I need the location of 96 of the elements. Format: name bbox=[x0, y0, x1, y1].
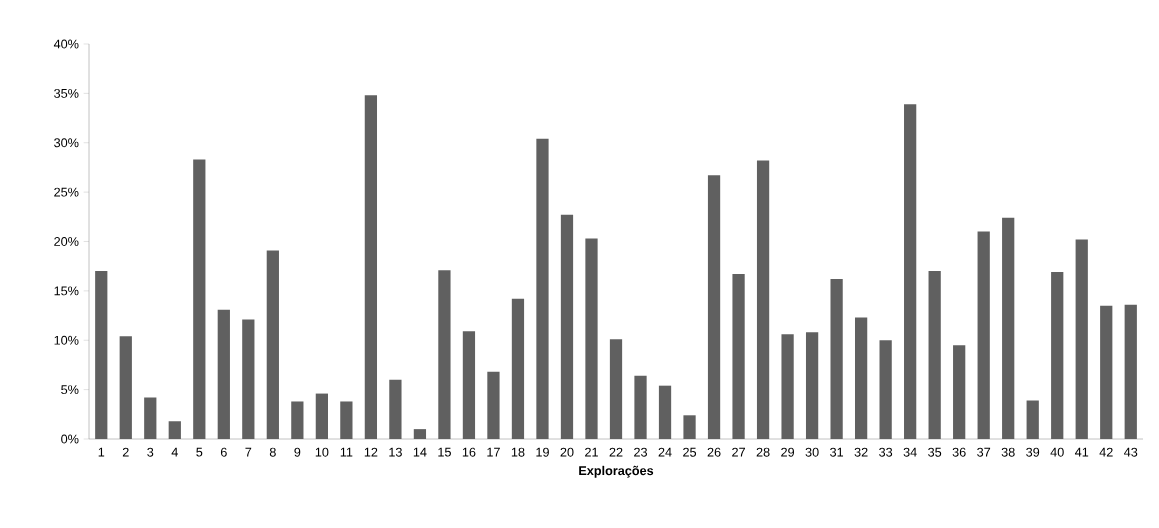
x-tick-label: 37 bbox=[977, 447, 991, 457]
bar bbox=[413, 429, 427, 439]
bar bbox=[193, 159, 206, 439]
x-tick-label: 30 bbox=[805, 447, 819, 457]
bar bbox=[855, 317, 868, 439]
x-tick-label: 22 bbox=[609, 447, 623, 457]
bar bbox=[928, 271, 941, 439]
bar bbox=[781, 334, 794, 439]
x-tick-label: 13 bbox=[389, 447, 402, 457]
bar bbox=[1100, 305, 1113, 439]
x-tick-label: 26 bbox=[707, 447, 721, 457]
x-tick-label: 17 bbox=[487, 447, 500, 457]
y-tick-label: 35% bbox=[54, 88, 79, 98]
bar bbox=[364, 95, 378, 439]
bar bbox=[879, 340, 892, 439]
bar bbox=[683, 415, 696, 439]
x-tick-label: 25 bbox=[683, 447, 697, 457]
y-tick-label: 5% bbox=[61, 385, 79, 395]
y-tick-label: 25% bbox=[54, 187, 79, 197]
x-tick-label: 4 bbox=[171, 447, 178, 457]
bar bbox=[462, 331, 476, 439]
bar bbox=[707, 175, 721, 439]
x-tick-label: 11 bbox=[340, 447, 353, 457]
x-tick-label: 19 bbox=[536, 447, 549, 457]
x-tick-label: 2 bbox=[122, 447, 129, 457]
bar bbox=[1026, 400, 1039, 439]
bar bbox=[953, 345, 966, 439]
y-tick-label: 30% bbox=[54, 138, 79, 148]
x-tick-label: 16 bbox=[462, 447, 476, 457]
x-tick-label: 12 bbox=[364, 447, 378, 457]
x-tick-label: 41 bbox=[1074, 447, 1089, 457]
bar bbox=[1124, 304, 1137, 439]
x-tick-label: 38 bbox=[1001, 447, 1015, 457]
x-tick-label: 28 bbox=[756, 447, 770, 457]
y-tick-label: 15% bbox=[54, 286, 79, 296]
y-tick-label: 20% bbox=[54, 237, 79, 246]
x-axis-title: Explorações bbox=[579, 465, 654, 478]
bar bbox=[977, 231, 990, 439]
x-tick-label: 14 bbox=[413, 447, 427, 457]
bar bbox=[291, 401, 304, 439]
bar bbox=[609, 339, 623, 439]
bar bbox=[560, 214, 574, 439]
bar bbox=[658, 385, 672, 439]
x-tick-label: 33 bbox=[879, 447, 893, 457]
bar bbox=[732, 274, 745, 439]
bar bbox=[536, 138, 549, 439]
x-tick-label: 40 bbox=[1050, 447, 1064, 457]
bar bbox=[1002, 217, 1015, 439]
x-tick-label: 43 bbox=[1124, 447, 1138, 457]
x-tick-label: 7 bbox=[245, 447, 252, 457]
bar bbox=[266, 250, 279, 439]
bar bbox=[340, 401, 353, 439]
bar bbox=[217, 309, 230, 439]
bar bbox=[1075, 239, 1088, 439]
x-tick-label: 18 bbox=[511, 447, 525, 457]
x-tick-label: 10 bbox=[315, 447, 329, 457]
x-tick-label: 35 bbox=[928, 447, 942, 457]
x-tick-label: 1 bbox=[98, 447, 105, 457]
bar bbox=[805, 332, 819, 439]
x-tick-label: 20 bbox=[560, 447, 574, 457]
x-tick-label: 32 bbox=[854, 447, 868, 457]
bar bbox=[168, 421, 181, 439]
bar bbox=[756, 160, 770, 439]
bar bbox=[511, 298, 525, 439]
bar bbox=[634, 375, 647, 439]
x-tick-label: 31 bbox=[830, 447, 844, 457]
bar bbox=[904, 104, 917, 439]
bar bbox=[315, 393, 328, 439]
bar bbox=[487, 371, 500, 439]
bar bbox=[95, 271, 108, 439]
bar bbox=[242, 319, 255, 439]
y-tick-label: 10% bbox=[54, 335, 79, 345]
x-tick-label: 34 bbox=[903, 447, 917, 457]
x-tick-label: 5 bbox=[196, 447, 203, 457]
x-tick-label: 42 bbox=[1099, 447, 1113, 457]
y-tick-label: 40% bbox=[53, 39, 79, 49]
x-tick-label: 8 bbox=[269, 447, 276, 457]
x-tick-label: 36 bbox=[952, 447, 966, 457]
x-tick-label: 3 bbox=[147, 447, 154, 457]
bar bbox=[1051, 272, 1064, 439]
x-tick-label: 29 bbox=[781, 447, 795, 457]
bar bbox=[389, 379, 402, 439]
bar bbox=[830, 279, 843, 439]
bar bbox=[119, 336, 132, 439]
x-tick-label: 15 bbox=[438, 447, 451, 457]
x-tick-label: 24 bbox=[658, 447, 672, 457]
bar bbox=[144, 397, 157, 439]
x-tick-label: 6 bbox=[220, 447, 227, 457]
x-tick-label: 39 bbox=[1026, 447, 1040, 457]
x-tick-label: 27 bbox=[732, 447, 745, 457]
bar bbox=[585, 238, 598, 439]
y-tick-label: 0% bbox=[61, 434, 79, 444]
x-tick-label: 21 bbox=[585, 447, 598, 457]
x-tick-label: 9 bbox=[294, 447, 301, 457]
bar bbox=[438, 270, 451, 439]
x-tick-label: 23 bbox=[634, 447, 647, 457]
